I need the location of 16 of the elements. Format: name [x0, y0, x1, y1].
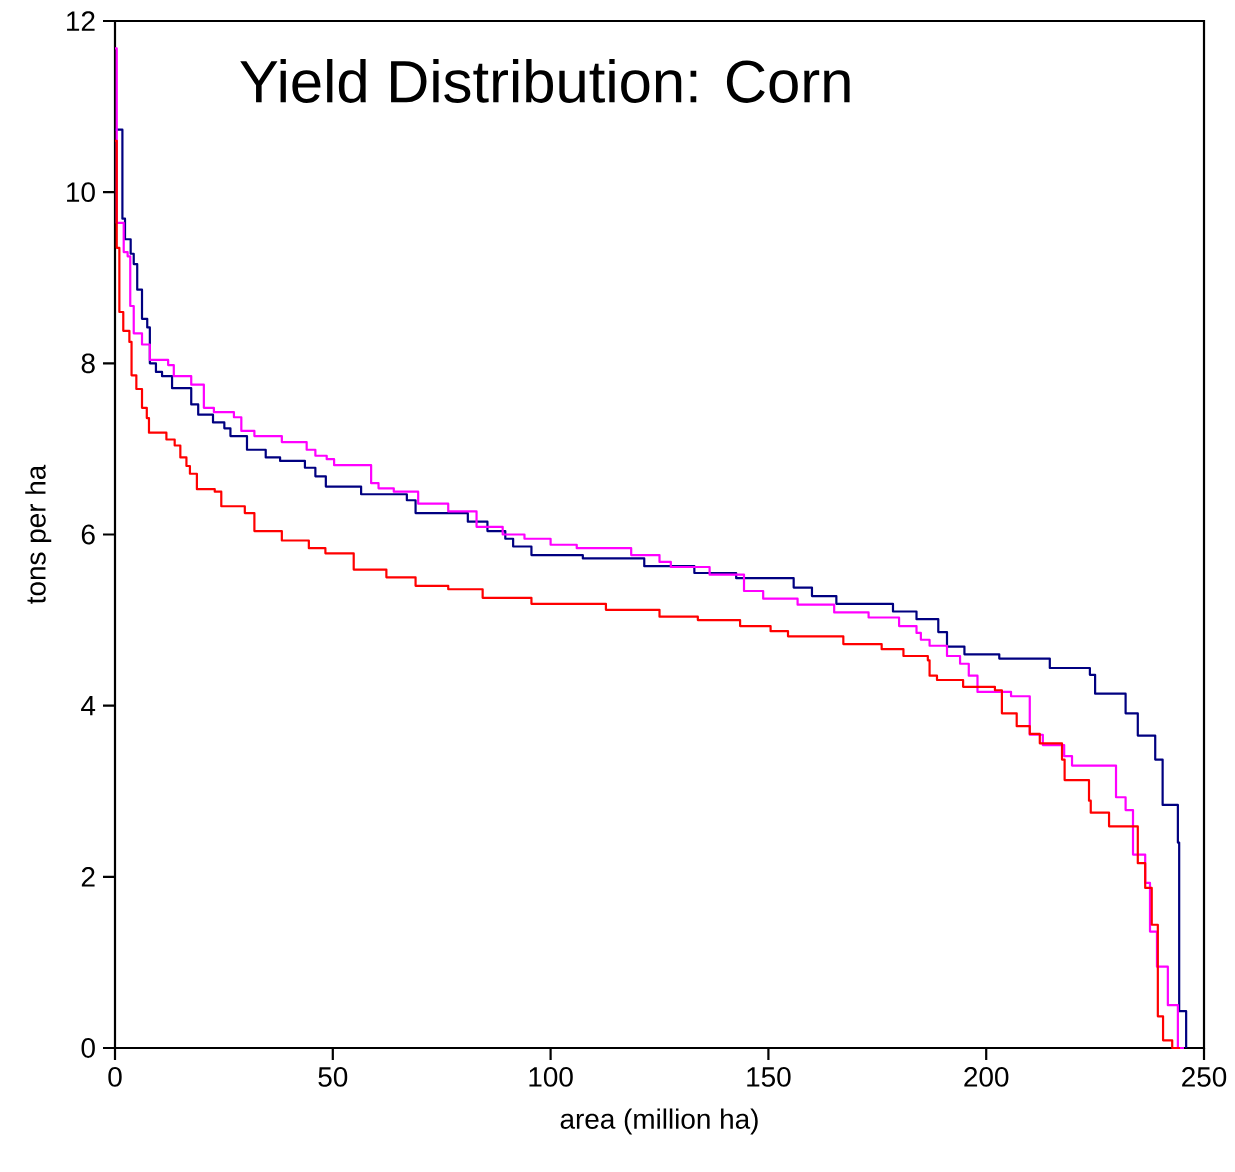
y-tick-label: 0 — [81, 1038, 95, 1058]
y-axis-title: tons per ha — [25, 464, 52, 604]
x-tick-label: 250 — [1182, 1067, 1227, 1087]
x-tick-label: 150 — [747, 1067, 791, 1087]
y-tick-label: 12 — [67, 11, 95, 31]
y-tick-label: 8 — [81, 353, 95, 374]
x-tick-label: 200 — [964, 1067, 1009, 1087]
y-tick-label: 4 — [81, 696, 96, 716]
x-tick-label: 0 — [108, 1067, 122, 1087]
x-axis-title: area (million ha) — [560, 1108, 758, 1135]
y-tick-label: 10 — [67, 182, 95, 203]
x-tick-label: 100 — [529, 1067, 573, 1087]
y-tick-label: 2 — [81, 867, 95, 887]
x-tick-label: 50 — [318, 1067, 348, 1087]
text: Yield Distribution: Corn — [240, 58, 850, 103]
y-tick-label: 6 — [81, 524, 95, 545]
